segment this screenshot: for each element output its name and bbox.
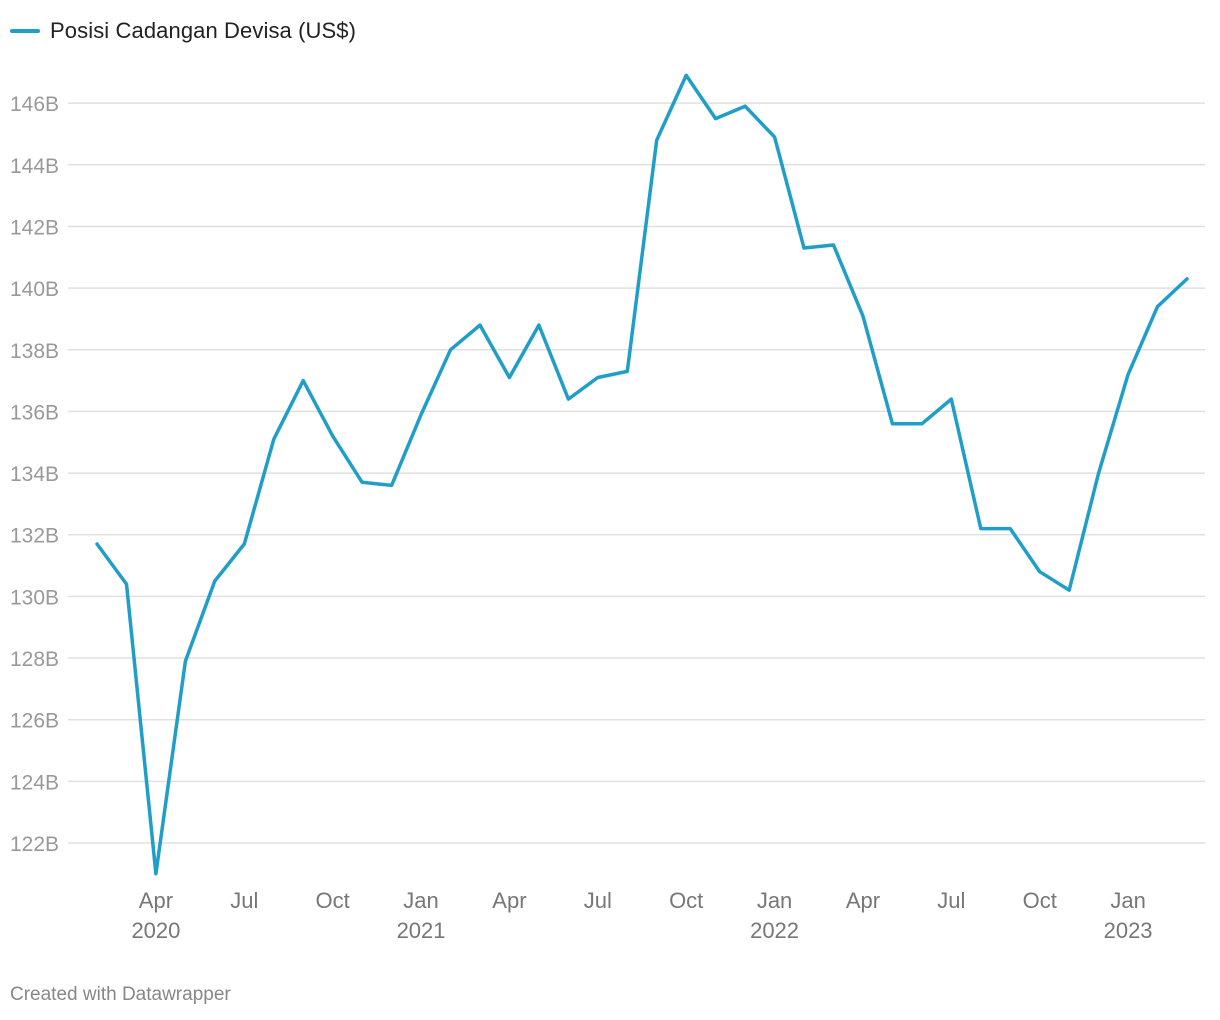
legend-label: Posisi Cadangan Devisa (US$): [50, 18, 357, 43]
y-tick-label: 142B: [10, 216, 59, 239]
x-tick-label: Oct: [316, 888, 350, 913]
y-tick-label: 128B: [10, 648, 59, 671]
y-tick-label: 138B: [10, 340, 59, 363]
x-tick-label: Jan: [757, 888, 792, 913]
y-tick-label: 146B: [10, 93, 59, 116]
y-tick-label: 134B: [10, 463, 59, 486]
y-tick-label: 130B: [10, 586, 59, 609]
x-tick-year-label: 2023: [1104, 918, 1153, 943]
y-tick-label: 122B: [10, 833, 59, 856]
x-tick-label: Apr: [846, 888, 880, 913]
x-tick-label: Jul: [230, 888, 258, 913]
y-tick-label: 136B: [10, 401, 59, 424]
x-tick-label: Apr: [492, 888, 526, 913]
series-layer: [95, 73, 1189, 876]
y-tick-label: 144B: [10, 155, 59, 178]
grid-lines: [68, 102, 1205, 844]
x-tick-label: Oct: [669, 888, 703, 913]
legend: Posisi Cadangan Devisa (US$): [10, 18, 356, 44]
x-tick-label: Jan: [1110, 888, 1145, 913]
series-line: [95, 73, 1189, 876]
x-tick-label: Apr: [139, 888, 173, 913]
y-tick-label: 140B: [10, 278, 59, 301]
x-tick-year-label: 2022: [750, 918, 799, 943]
y-tick-label: 126B: [10, 710, 59, 733]
x-axis-ticks: Apr 2020 Jul Oct Jan 2021 Apr Jul Oct Jan 2022 Apr J…: [131, 888, 1152, 943]
y-axis-ticks: 122B 124B 126B 128B 130B 132B 134B 136B 138B 140B…: [10, 93, 59, 856]
x-tick-label: Jan: [403, 888, 438, 913]
x-tick-label: Oct: [1023, 888, 1057, 913]
x-tick-label: Jul: [584, 888, 612, 913]
legend-swatch: [10, 29, 40, 33]
x-tick-label: Jul: [937, 888, 965, 913]
y-tick-label: 132B: [10, 525, 59, 548]
x-tick-year-label: 2021: [397, 918, 446, 943]
y-tick-label: 124B: [10, 771, 59, 794]
x-tick-year-label: 2020: [131, 918, 180, 943]
credit-text: Created with Datawrapper: [10, 984, 231, 1005]
